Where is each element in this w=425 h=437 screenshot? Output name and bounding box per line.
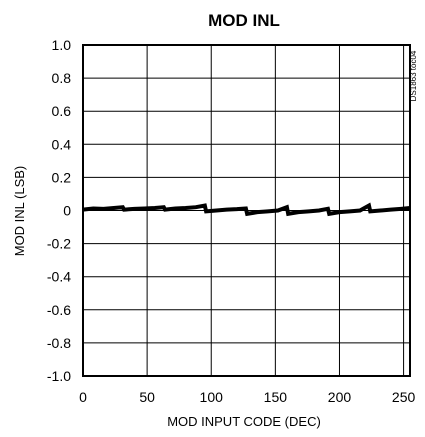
y-tick-label: 0	[63, 203, 71, 219]
series-line-mod-inl	[82, 202, 411, 217]
y-tick-label: -0.4	[47, 269, 71, 285]
y-tick-label: -0.2	[47, 236, 71, 252]
y-tick-label: 1.0	[52, 37, 72, 53]
x-tick-label: 200	[328, 389, 352, 405]
x-tick-label: 150	[264, 389, 288, 405]
y-tick-label: -0.8	[47, 335, 71, 351]
tick-labels: 1.0 0.8 0.6 0.4 0.2 0 -0.2 -0.4 -0.6 -0.8 -1.0 0 50 1…	[47, 37, 416, 405]
plot-frame	[82, 44, 411, 377]
x-tick-label: 100	[200, 389, 224, 405]
y-tick-label: 0.4	[52, 136, 72, 152]
x-axis-label: MOD INPUT CODE (DEC)	[167, 414, 321, 429]
y-tick-label: 0.8	[52, 70, 72, 86]
y-tick-label: 0.2	[52, 169, 72, 185]
x-tick-label: 0	[79, 389, 87, 405]
chart-title: MOD INL	[208, 11, 280, 30]
y-tick-label: -1.0	[47, 368, 71, 384]
x-tick-label: 50	[139, 389, 155, 405]
y-tick-label: 0.6	[52, 103, 72, 119]
figure-code: DS1863 toc04	[409, 50, 418, 101]
y-axis-label: MOD INL (LSB)	[12, 166, 27, 257]
y-tick-label: -0.6	[47, 302, 71, 318]
x-tick-label: 250	[392, 389, 416, 405]
